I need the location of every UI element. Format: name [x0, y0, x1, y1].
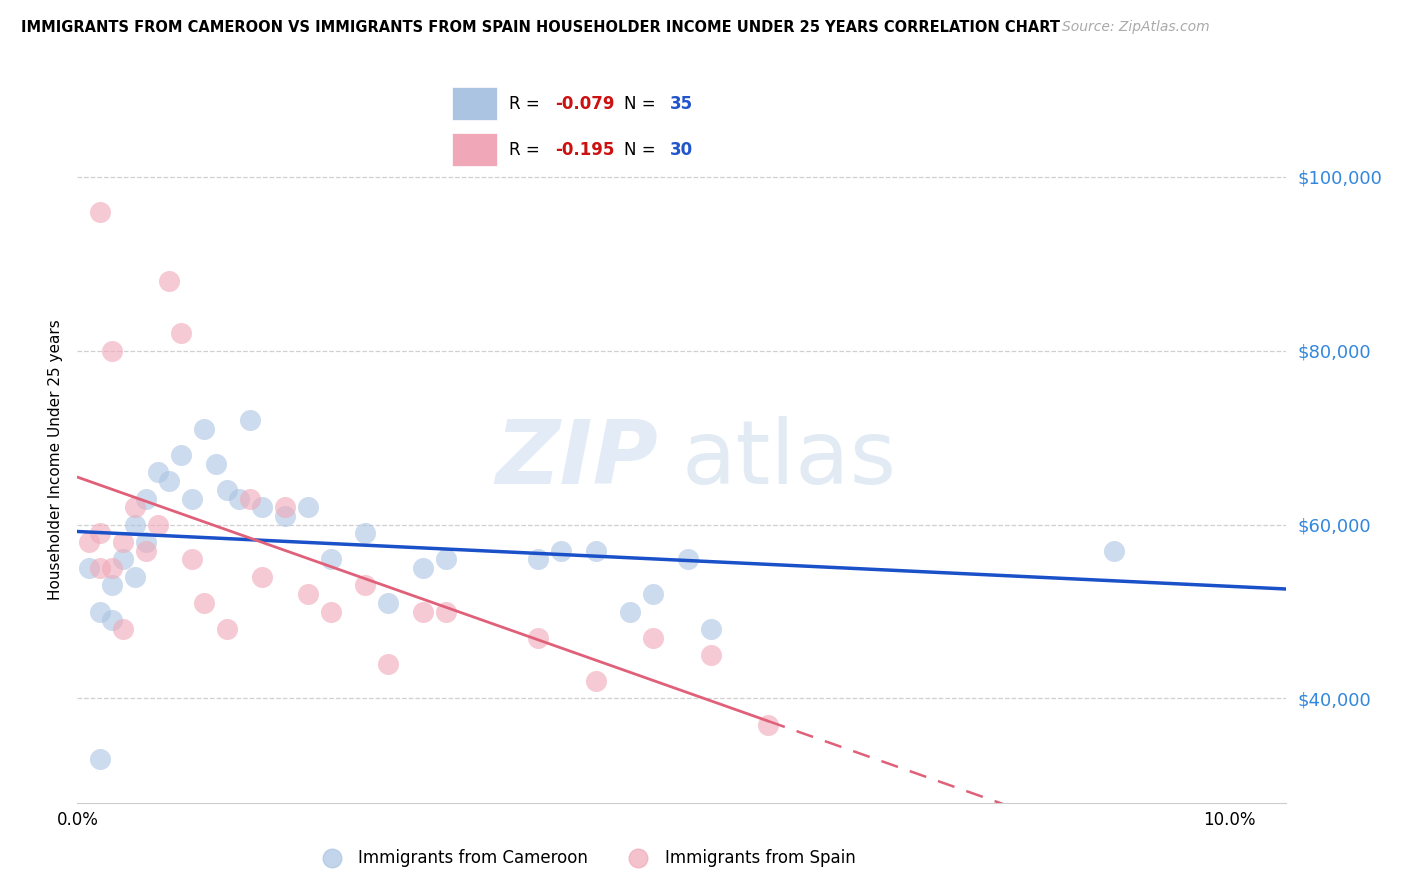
Point	[377, 596, 399, 610]
Point	[1102, 543, 1125, 558]
Point	[676, 552, 699, 566]
Point	[585, 543, 607, 558]
Point	[159, 274, 181, 288]
Point	[550, 543, 572, 558]
Text: 35: 35	[669, 95, 693, 112]
Point	[77, 535, 100, 549]
Point	[273, 508, 295, 523]
Point	[354, 578, 377, 592]
Point	[527, 631, 550, 645]
Point	[181, 491, 204, 506]
Point	[124, 517, 146, 532]
Point	[204, 457, 226, 471]
Point	[112, 622, 135, 636]
Point	[89, 526, 111, 541]
Text: atlas: atlas	[682, 416, 897, 503]
Point	[756, 717, 779, 731]
Point	[250, 570, 273, 584]
Point	[112, 535, 135, 549]
Point	[297, 500, 319, 515]
Text: ZIP: ZIP	[495, 416, 658, 503]
Point	[619, 605, 641, 619]
Point	[77, 561, 100, 575]
Point	[354, 526, 377, 541]
Text: N =: N =	[624, 141, 661, 159]
Text: R =: R =	[509, 95, 546, 112]
Point	[699, 648, 721, 662]
Point	[239, 491, 262, 506]
Text: R =: R =	[509, 141, 546, 159]
Point	[412, 605, 434, 619]
Text: N =: N =	[624, 95, 661, 112]
FancyBboxPatch shape	[451, 87, 498, 120]
Point	[273, 500, 295, 515]
Point	[699, 622, 721, 636]
Point	[135, 543, 157, 558]
Point	[215, 622, 238, 636]
Point	[527, 552, 550, 566]
Point	[215, 483, 238, 497]
Point	[297, 587, 319, 601]
Point	[585, 674, 607, 689]
Point	[434, 552, 457, 566]
Point	[124, 570, 146, 584]
Point	[135, 535, 157, 549]
Text: -0.195: -0.195	[555, 141, 614, 159]
Point	[239, 413, 262, 427]
Point	[170, 326, 193, 341]
FancyBboxPatch shape	[451, 133, 498, 166]
Point	[101, 613, 124, 627]
Point	[412, 561, 434, 575]
Point	[146, 466, 169, 480]
Point	[181, 552, 204, 566]
Point	[146, 517, 169, 532]
Point	[124, 500, 146, 515]
Point	[89, 204, 111, 219]
Point	[101, 578, 124, 592]
Point	[135, 491, 157, 506]
Point	[319, 605, 342, 619]
Point	[89, 561, 111, 575]
Point	[643, 631, 665, 645]
Point	[434, 605, 457, 619]
Point	[193, 596, 215, 610]
Point	[643, 587, 665, 601]
Text: -0.079: -0.079	[555, 95, 614, 112]
Legend: Immigrants from Cameroon, Immigrants from Spain: Immigrants from Cameroon, Immigrants fro…	[308, 842, 862, 873]
Text: IMMIGRANTS FROM CAMEROON VS IMMIGRANTS FROM SPAIN HOUSEHOLDER INCOME UNDER 25 YE: IMMIGRANTS FROM CAMEROON VS IMMIGRANTS F…	[21, 20, 1060, 35]
Text: 30: 30	[669, 141, 693, 159]
Point	[193, 422, 215, 436]
Text: Source: ZipAtlas.com: Source: ZipAtlas.com	[1062, 20, 1209, 34]
Point	[250, 500, 273, 515]
Y-axis label: Householder Income Under 25 years: Householder Income Under 25 years	[48, 319, 63, 599]
Point	[377, 657, 399, 671]
Point	[228, 491, 250, 506]
Point	[112, 552, 135, 566]
Point	[101, 343, 124, 358]
Point	[89, 752, 111, 766]
Point	[319, 552, 342, 566]
Point	[101, 561, 124, 575]
Point	[170, 448, 193, 462]
Point	[89, 605, 111, 619]
Point	[159, 474, 181, 488]
